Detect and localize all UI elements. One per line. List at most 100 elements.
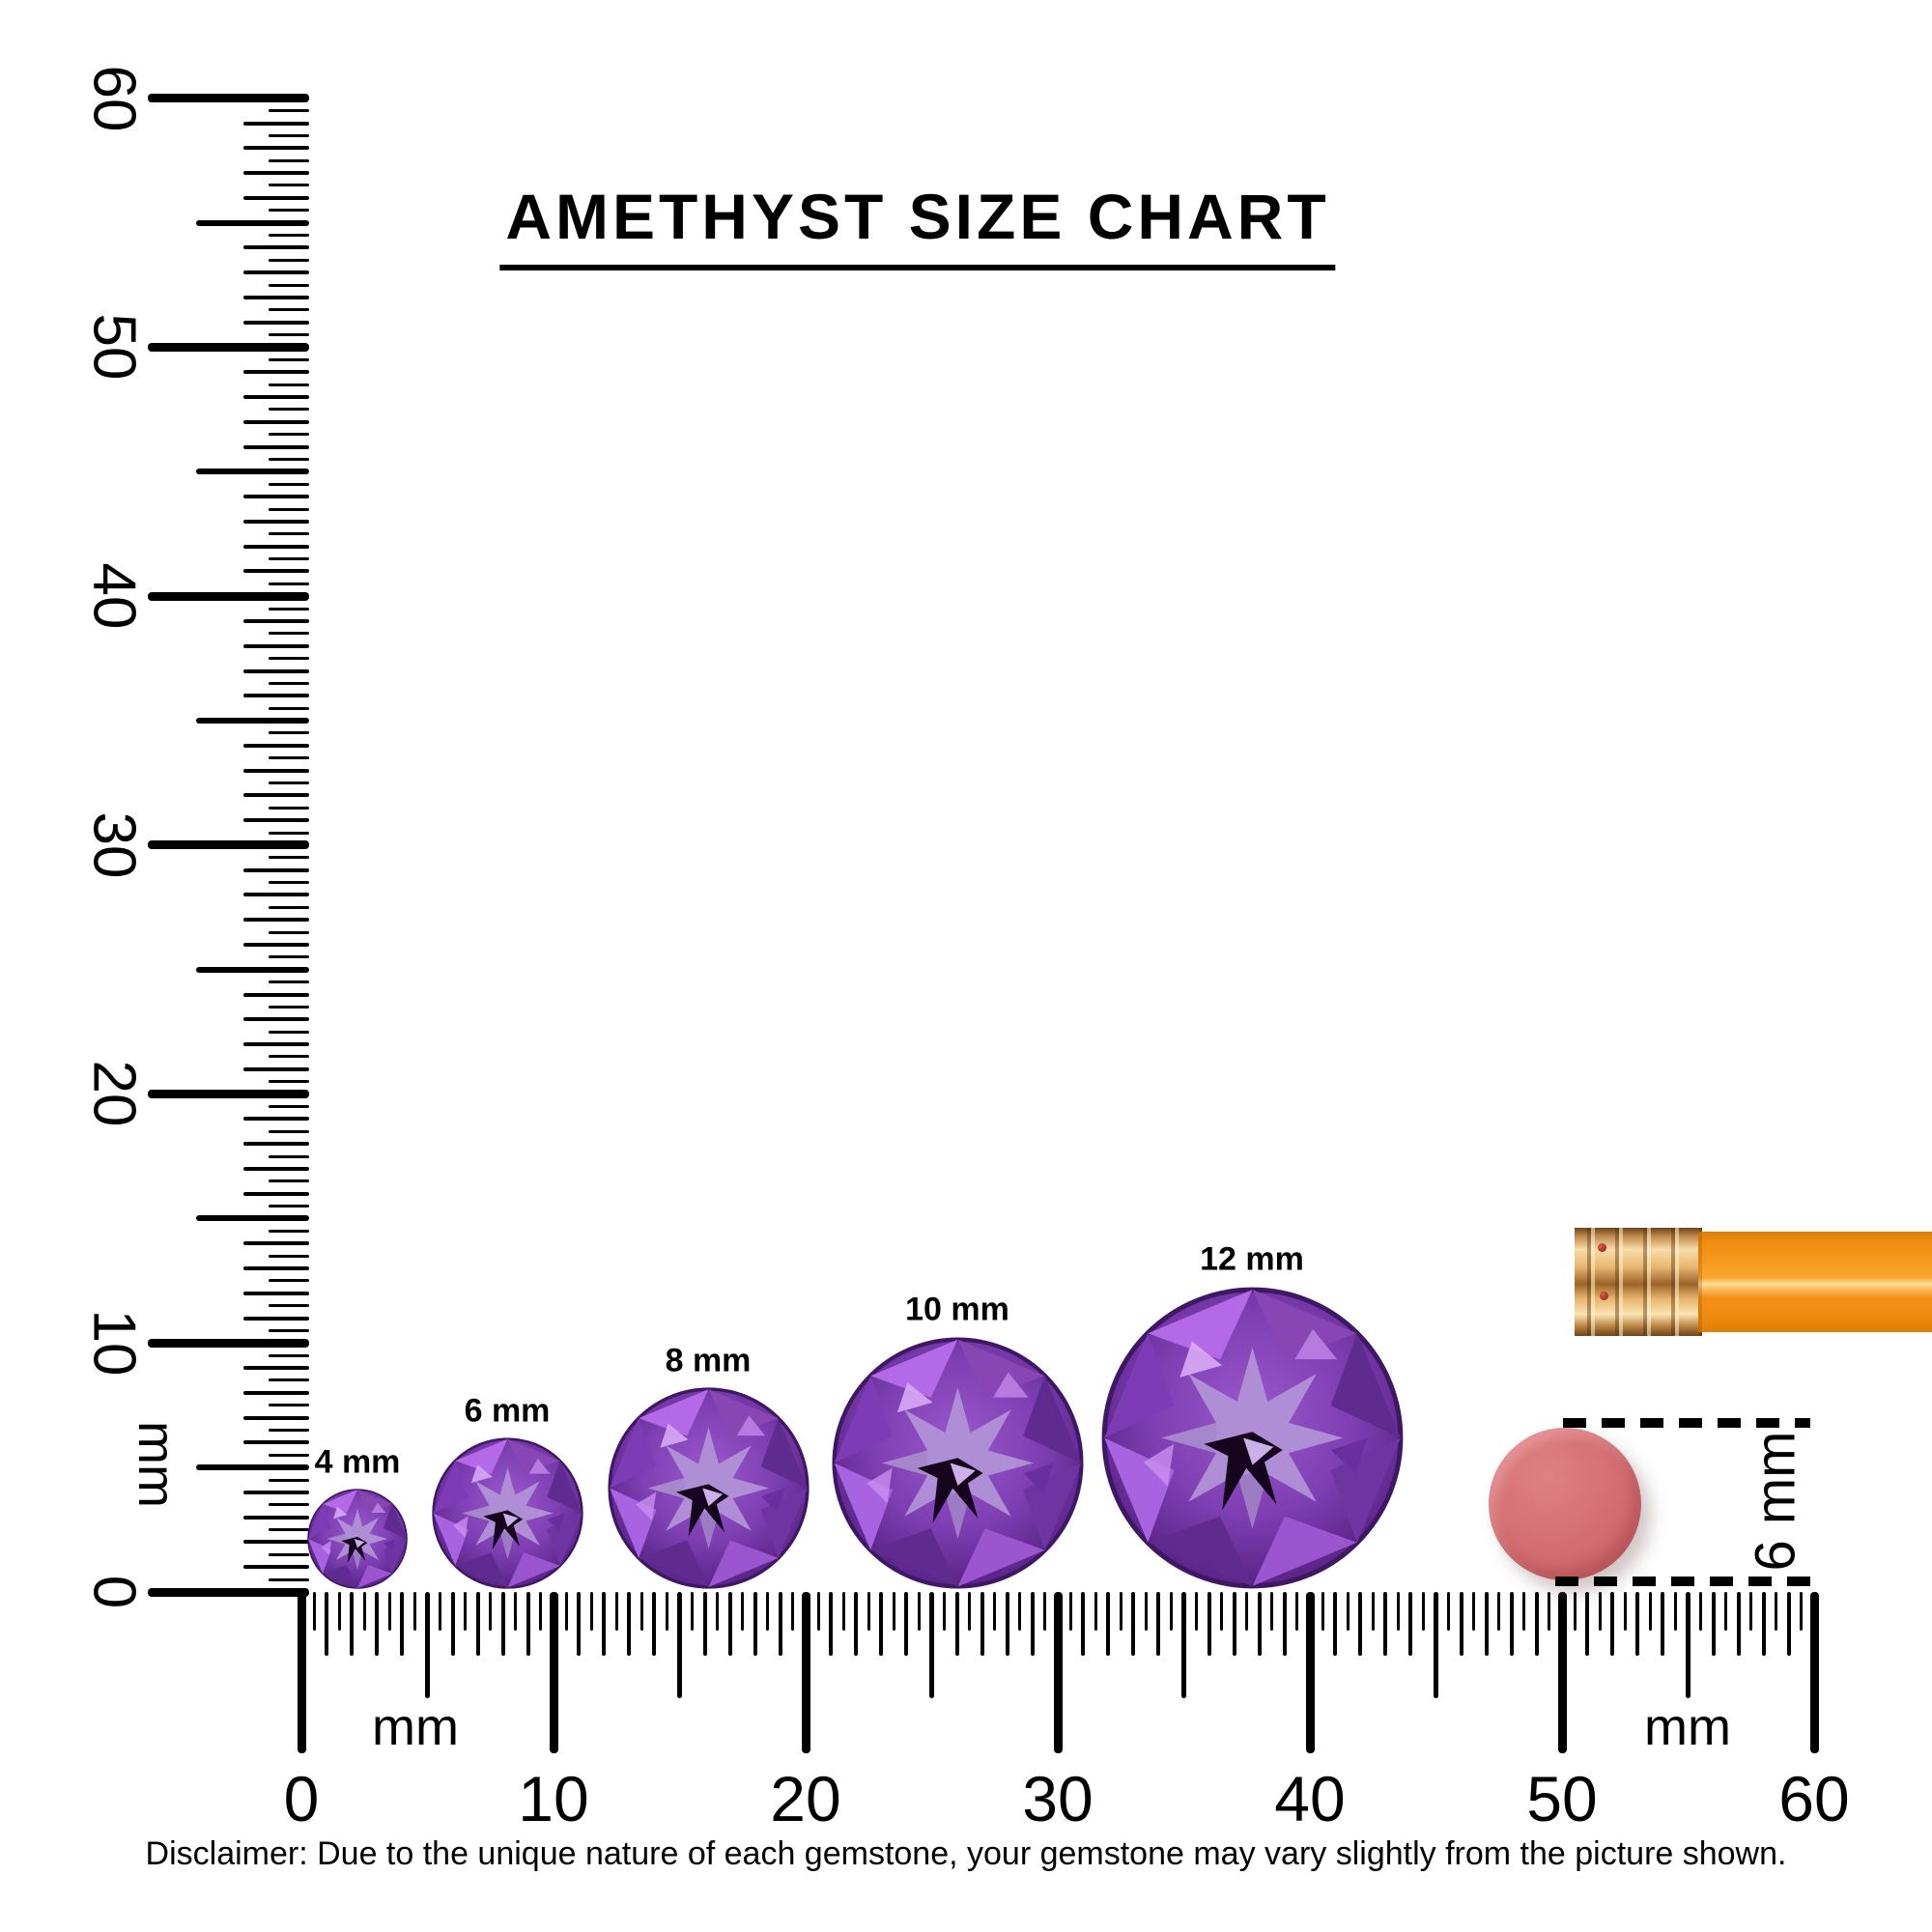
ruler-tick bbox=[243, 1117, 309, 1122]
ruler-tick bbox=[980, 1592, 984, 1656]
ruler-tick bbox=[269, 681, 309, 685]
ruler-tick bbox=[269, 806, 309, 810]
ruler-tick bbox=[148, 343, 309, 352]
ruler-tick bbox=[148, 591, 309, 601]
ruler-tick bbox=[1598, 1592, 1602, 1631]
ruler-tick bbox=[269, 781, 309, 784]
ruler-tick bbox=[243, 1291, 309, 1295]
ruler-tick bbox=[269, 283, 309, 287]
ruler-tick bbox=[243, 694, 309, 698]
ruler-tick bbox=[243, 1142, 309, 1147]
ruler-tick bbox=[1447, 1592, 1451, 1631]
ruler-tick bbox=[829, 1592, 834, 1656]
ruler-tick bbox=[425, 1592, 430, 1698]
ruler-tick bbox=[196, 966, 309, 973]
ruler-tick bbox=[350, 1592, 355, 1656]
ruler-tick bbox=[243, 893, 309, 897]
ferrule-rivet-dot bbox=[1598, 1243, 1606, 1252]
ruler-tick bbox=[1522, 1592, 1526, 1631]
ruler-tick bbox=[1548, 1592, 1551, 1631]
pencil bbox=[1519, 1228, 1932, 1336]
ruler-tick bbox=[1232, 1592, 1236, 1656]
ruler-tick bbox=[269, 856, 309, 860]
ruler-tick bbox=[539, 1592, 543, 1631]
ruler-tick bbox=[1081, 1592, 1086, 1656]
ruler-tick bbox=[269, 657, 309, 661]
ruler-tick bbox=[1068, 1592, 1072, 1631]
left-ruler-number-40: 40 bbox=[80, 562, 148, 630]
ruler-tick bbox=[665, 1592, 668, 1631]
ruler-tick bbox=[243, 544, 309, 549]
ruler-tick bbox=[577, 1592, 582, 1656]
ruler-tick bbox=[691, 1592, 695, 1631]
ruler-tick bbox=[269, 408, 309, 412]
ruler-tick bbox=[1809, 1592, 1819, 1753]
ruler-tick bbox=[269, 1205, 309, 1208]
bottom-ruler-unit-label-right: mm bbox=[1644, 1698, 1731, 1756]
ruler-tick bbox=[1635, 1592, 1640, 1656]
ruler-tick bbox=[243, 245, 309, 250]
measurement-dashed-line-top bbox=[1563, 1418, 1810, 1428]
ruler-tick bbox=[269, 158, 309, 162]
gem-size-label-10mm: 10 mm bbox=[905, 1291, 1009, 1328]
ruler-tick bbox=[269, 582, 309, 585]
ruler-tick bbox=[243, 1166, 309, 1171]
ruler-tick bbox=[778, 1592, 782, 1656]
ruler-tick bbox=[943, 1592, 947, 1631]
ruler-tick bbox=[243, 171, 309, 176]
ruler-tick bbox=[1497, 1592, 1501, 1631]
ruler-tick bbox=[269, 1577, 309, 1581]
ruler-tick bbox=[148, 1338, 309, 1348]
ruler-tick bbox=[1434, 1592, 1438, 1698]
ruler-tick bbox=[1005, 1592, 1009, 1656]
ruler-tick bbox=[269, 333, 309, 337]
ruler-tick bbox=[929, 1592, 934, 1698]
ruler-tick bbox=[1321, 1592, 1324, 1631]
ruler-tick bbox=[677, 1592, 682, 1698]
ruler-tick bbox=[1534, 1592, 1539, 1656]
left-ruler-number-60: 60 bbox=[80, 65, 148, 132]
gem-size-label-6mm: 6 mm bbox=[464, 1392, 551, 1430]
ruler-tick bbox=[269, 383, 309, 386]
ruler-tick bbox=[269, 1478, 309, 1482]
ruler-tick bbox=[269, 1404, 309, 1407]
bottom-ruler-number-50: 50 bbox=[1526, 1763, 1598, 1834]
ruler-tick bbox=[716, 1592, 720, 1631]
ruler-tick bbox=[1711, 1592, 1716, 1656]
ruler-tick bbox=[269, 1179, 309, 1183]
ruler-tick bbox=[243, 1366, 309, 1371]
ruler-tick bbox=[954, 1592, 959, 1656]
ruler-tick bbox=[269, 1279, 309, 1283]
ruler-tick bbox=[269, 1503, 309, 1507]
ruler-tick bbox=[526, 1592, 530, 1656]
ruler-tick bbox=[917, 1592, 921, 1631]
ruler-tick bbox=[269, 184, 309, 187]
ruler-tick bbox=[841, 1592, 845, 1631]
ruler-tick bbox=[269, 433, 309, 437]
ruler-tick bbox=[269, 1552, 309, 1556]
ruler-tick bbox=[243, 569, 309, 574]
ruler-tick bbox=[243, 1265, 309, 1270]
ruler-tick bbox=[1408, 1592, 1413, 1656]
ruler-tick bbox=[412, 1592, 416, 1631]
ruler-tick bbox=[269, 1129, 309, 1133]
ruler-tick bbox=[269, 632, 309, 636]
amethyst-gem-12mm bbox=[1101, 1287, 1404, 1589]
round-eraser-dot bbox=[1489, 1428, 1641, 1580]
ruler-tick bbox=[269, 258, 309, 262]
ruler-tick bbox=[269, 607, 309, 611]
ruler-tick bbox=[627, 1592, 632, 1656]
ruler-tick bbox=[1623, 1592, 1627, 1631]
ruler-tick bbox=[269, 1229, 309, 1233]
ruler-tick bbox=[1346, 1592, 1350, 1631]
amethyst-gem-10mm bbox=[832, 1337, 1084, 1589]
bottom-ruler-number-30: 30 bbox=[1022, 1763, 1094, 1834]
ruler-tick bbox=[148, 94, 309, 103]
ruler-tick bbox=[269, 507, 309, 511]
ruler-tick bbox=[196, 718, 309, 724]
gem-size-label-12mm: 12 mm bbox=[1200, 1240, 1304, 1278]
ruler-tick bbox=[269, 1353, 309, 1357]
ruler-tick bbox=[269, 557, 309, 561]
ruler-tick bbox=[269, 706, 309, 710]
bottom-ruler-unit-label-left: mm bbox=[372, 1698, 459, 1756]
